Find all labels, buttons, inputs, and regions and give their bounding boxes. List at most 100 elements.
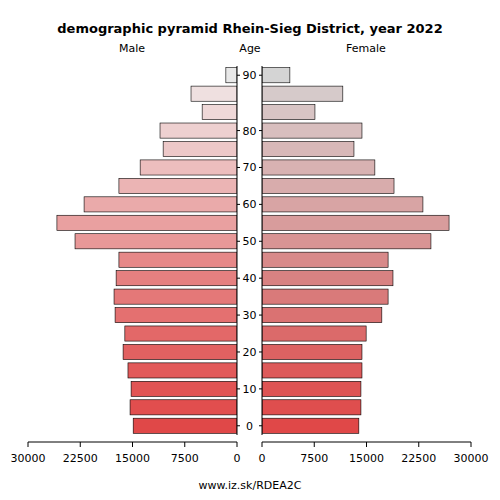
tick-label: 80 xyxy=(243,125,257,138)
bar xyxy=(140,160,237,175)
tick-label: 20 xyxy=(243,346,257,359)
tick-label: 7500 xyxy=(300,452,328,465)
tick-label: 30000 xyxy=(11,452,46,465)
tick xyxy=(28,442,29,447)
bar xyxy=(262,160,375,175)
tick xyxy=(237,204,240,205)
bar xyxy=(262,418,359,433)
bar xyxy=(262,197,423,212)
bar xyxy=(75,234,237,249)
tick xyxy=(80,442,81,447)
tick-label: 0 xyxy=(234,452,241,465)
title: demographic pyramid Rhein-Sieg District,… xyxy=(57,21,442,36)
bar xyxy=(226,68,237,83)
tick-label: 0 xyxy=(259,452,266,465)
tick xyxy=(237,167,240,168)
bar xyxy=(262,68,290,83)
bar xyxy=(202,105,237,120)
tick-label: 22500 xyxy=(63,452,98,465)
tick-label: 90 xyxy=(243,69,257,82)
bar xyxy=(262,326,366,341)
tick xyxy=(418,442,419,447)
tick xyxy=(259,425,262,426)
tick-label: 0 xyxy=(246,420,253,433)
tick-label: 7500 xyxy=(171,452,199,465)
tick xyxy=(259,315,262,316)
tick xyxy=(237,351,240,352)
bar xyxy=(125,326,237,341)
footer: www.iz.sk/RDEA2C xyxy=(199,479,302,492)
tick-label: 10 xyxy=(243,383,257,396)
bar xyxy=(262,381,361,396)
tick xyxy=(237,315,240,316)
bar xyxy=(262,271,393,286)
tick xyxy=(471,442,472,447)
tick xyxy=(132,442,133,447)
chart: demographic pyramid Rhein-Sieg District,… xyxy=(0,0,500,500)
axis-line xyxy=(262,66,263,435)
bar xyxy=(262,363,362,378)
tick xyxy=(237,130,240,131)
bars-male xyxy=(57,68,237,434)
series-label: Female xyxy=(346,42,386,55)
tick-label: 22500 xyxy=(401,452,436,465)
bar xyxy=(262,308,382,323)
bar xyxy=(116,271,237,286)
tick xyxy=(314,442,315,447)
bar xyxy=(262,344,362,359)
series-label: Male xyxy=(119,42,145,55)
tick xyxy=(259,204,262,205)
bar xyxy=(131,381,237,396)
tick xyxy=(237,75,240,76)
bar xyxy=(262,105,315,120)
tick xyxy=(237,425,240,426)
tick-label: 30 xyxy=(243,309,257,322)
bar xyxy=(160,123,237,138)
tick-label: 15000 xyxy=(115,452,150,465)
bar xyxy=(262,215,449,230)
tick xyxy=(262,442,263,447)
tick-label: 30000 xyxy=(454,452,489,465)
tick-label: 40 xyxy=(243,272,257,285)
bar xyxy=(262,141,354,156)
bar xyxy=(119,178,237,193)
bar xyxy=(262,86,343,101)
bar xyxy=(262,178,394,193)
tick xyxy=(237,278,240,279)
bar xyxy=(115,308,237,323)
tick-label: 70 xyxy=(243,161,257,174)
tick xyxy=(259,167,262,168)
bar xyxy=(119,252,237,267)
tick xyxy=(259,241,262,242)
bar xyxy=(262,289,388,304)
bar xyxy=(130,400,237,415)
bar xyxy=(191,86,237,101)
bar xyxy=(114,289,237,304)
bar xyxy=(262,123,362,138)
tick xyxy=(366,442,367,447)
bar xyxy=(123,344,237,359)
tick xyxy=(237,241,240,242)
tick-label: 60 xyxy=(243,198,257,211)
bars-female xyxy=(262,68,449,434)
bar xyxy=(262,400,361,415)
tick xyxy=(237,388,240,389)
bar xyxy=(57,215,237,230)
bar xyxy=(84,197,237,212)
bar xyxy=(262,234,431,249)
tick xyxy=(184,442,185,447)
tick-label: 50 xyxy=(243,235,257,248)
tick xyxy=(237,442,238,447)
bar xyxy=(163,141,237,156)
tick xyxy=(259,75,262,76)
tick xyxy=(259,388,262,389)
axis-label: Age xyxy=(239,42,261,55)
tick xyxy=(259,351,262,352)
axis-line xyxy=(237,66,238,435)
tick-label: 15000 xyxy=(349,452,384,465)
bar xyxy=(128,363,237,378)
tick xyxy=(259,278,262,279)
bar xyxy=(133,418,237,433)
bar xyxy=(262,252,388,267)
tick xyxy=(259,130,262,131)
